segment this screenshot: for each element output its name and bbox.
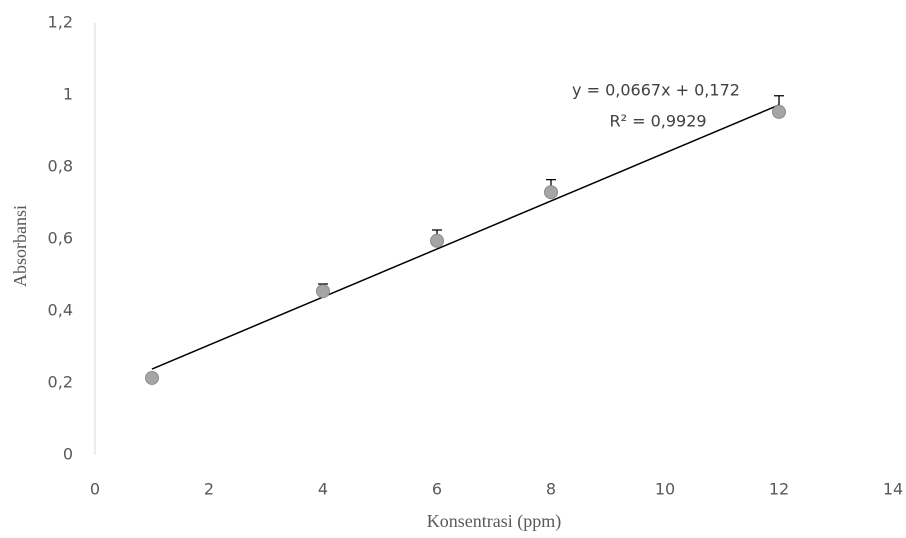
y-tick-label: 0,8 — [48, 157, 73, 176]
x-tick-label: 8 — [546, 480, 556, 499]
trend-r2: R² = 0,9929 — [609, 112, 706, 131]
x-tick-label: 4 — [318, 480, 328, 499]
x-tick-label: 12 — [769, 480, 789, 499]
x-tick-label: 6 — [432, 480, 442, 499]
x-tick-label: 2 — [204, 480, 214, 499]
y-axis-label: Absorbansi — [10, 205, 30, 287]
y-tick-label: 1,2 — [48, 13, 73, 32]
y-tick-label: 0,6 — [48, 229, 73, 248]
chart: Konsentrasi (ppm) Absorbansi y = 0,0667x… — [0, 0, 906, 538]
trendline — [152, 105, 779, 369]
y-tick-label: 0,4 — [48, 301, 73, 320]
y-tick-label: 1 — [63, 85, 73, 104]
data-point — [317, 285, 330, 298]
data-point — [146, 371, 159, 384]
data-point — [431, 234, 444, 247]
x-tick-label: 10 — [655, 480, 675, 499]
y-tick-label: 0 — [63, 445, 73, 464]
data-point — [773, 105, 786, 118]
data-point — [545, 186, 558, 199]
x-axis-label: Konsentrasi (ppm) — [427, 511, 561, 532]
x-tick-label: 14 — [883, 480, 903, 499]
x-tick-label: 0 — [90, 480, 100, 499]
y-tick-label: 0,2 — [48, 373, 73, 392]
trend-equation: y = 0,0667x + 0,172 — [572, 81, 740, 100]
